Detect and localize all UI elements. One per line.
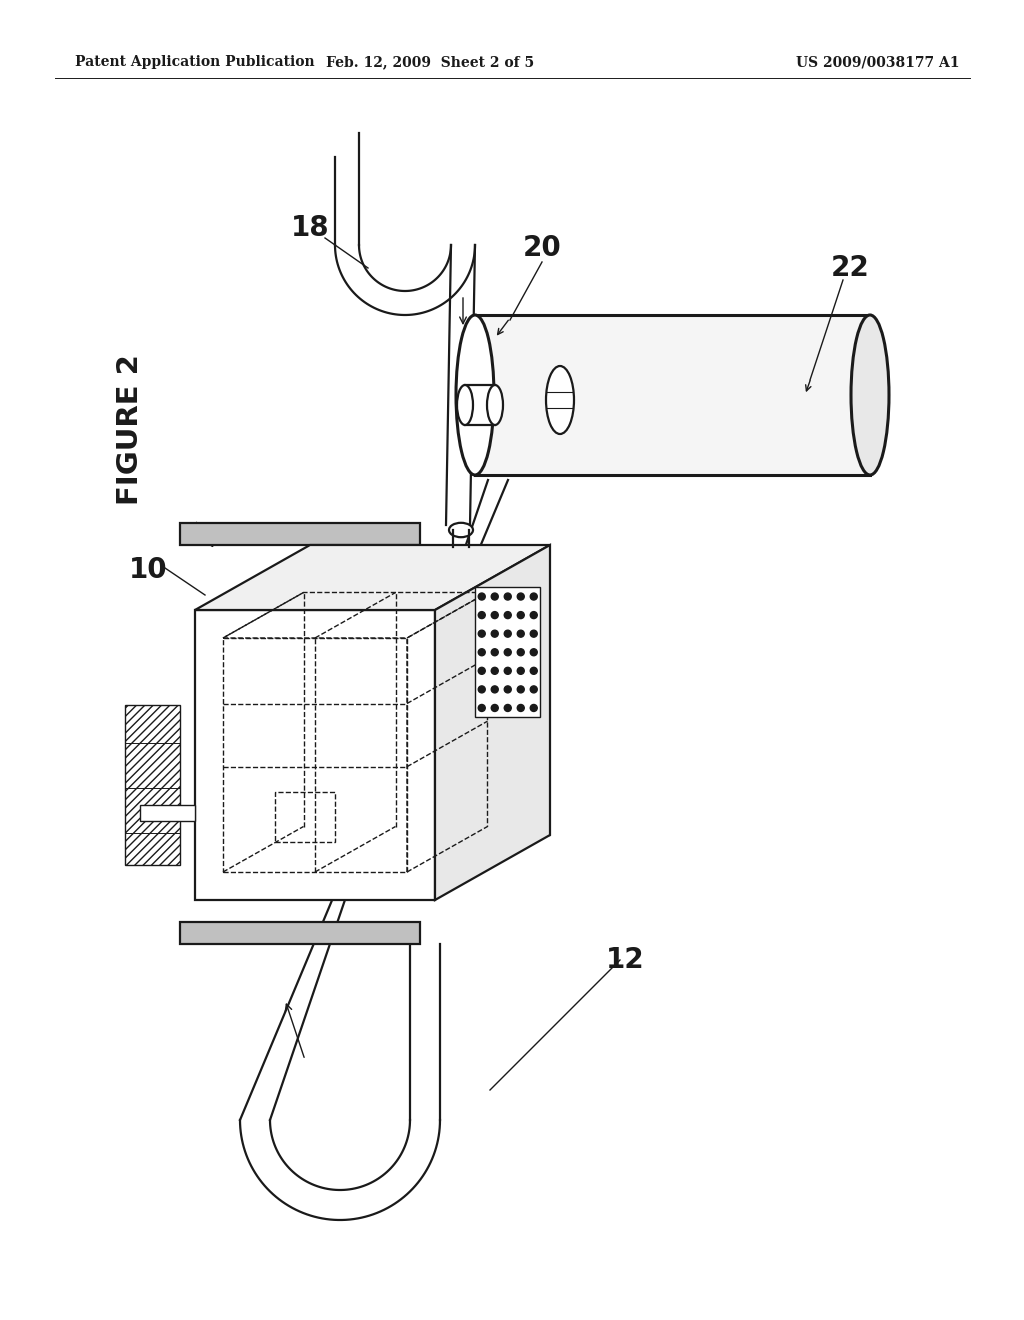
Circle shape: [530, 668, 538, 675]
Bar: [465, 385, 495, 425]
Ellipse shape: [546, 366, 574, 434]
Circle shape: [478, 648, 485, 656]
Text: 12: 12: [605, 946, 644, 974]
Circle shape: [517, 648, 524, 656]
Ellipse shape: [487, 385, 503, 425]
Bar: [180, 523, 420, 545]
Circle shape: [504, 648, 511, 656]
Circle shape: [517, 686, 524, 693]
Circle shape: [530, 611, 538, 619]
Bar: [180, 921, 420, 944]
Ellipse shape: [457, 385, 473, 425]
Circle shape: [517, 668, 524, 675]
Ellipse shape: [851, 315, 889, 475]
Bar: [125, 705, 180, 865]
Circle shape: [504, 686, 511, 693]
Circle shape: [504, 593, 511, 601]
Polygon shape: [195, 610, 435, 900]
Circle shape: [530, 648, 538, 656]
Bar: [475, 587, 541, 717]
Circle shape: [530, 686, 538, 693]
Circle shape: [517, 611, 524, 619]
Text: 18: 18: [291, 214, 330, 242]
Circle shape: [504, 668, 511, 675]
Circle shape: [517, 705, 524, 711]
Circle shape: [530, 593, 538, 601]
Circle shape: [504, 611, 511, 619]
Circle shape: [492, 686, 499, 693]
Circle shape: [478, 611, 485, 619]
Circle shape: [492, 668, 499, 675]
Circle shape: [478, 686, 485, 693]
Circle shape: [504, 705, 511, 711]
Bar: [140, 805, 195, 821]
Circle shape: [492, 630, 499, 638]
Text: FIGURE 2: FIGURE 2: [116, 355, 144, 506]
Circle shape: [517, 630, 524, 638]
Text: Feb. 12, 2009  Sheet 2 of 5: Feb. 12, 2009 Sheet 2 of 5: [326, 55, 535, 69]
Ellipse shape: [449, 523, 473, 537]
Circle shape: [530, 705, 538, 711]
Text: US 2009/0038177 A1: US 2009/0038177 A1: [797, 55, 961, 69]
Circle shape: [478, 593, 485, 601]
Text: 10: 10: [129, 556, 167, 583]
Text: 20: 20: [522, 234, 561, 261]
Circle shape: [492, 705, 499, 711]
Ellipse shape: [456, 315, 494, 475]
Bar: [475, 315, 870, 475]
Polygon shape: [195, 545, 550, 610]
Circle shape: [478, 705, 485, 711]
Text: 22: 22: [830, 253, 869, 282]
Circle shape: [492, 648, 499, 656]
Circle shape: [530, 630, 538, 638]
Circle shape: [517, 593, 524, 601]
Polygon shape: [435, 545, 550, 900]
Circle shape: [478, 668, 485, 675]
Circle shape: [492, 611, 499, 619]
Text: Patent Application Publication: Patent Application Publication: [75, 55, 314, 69]
Circle shape: [478, 630, 485, 638]
Circle shape: [492, 593, 499, 601]
Circle shape: [504, 630, 511, 638]
